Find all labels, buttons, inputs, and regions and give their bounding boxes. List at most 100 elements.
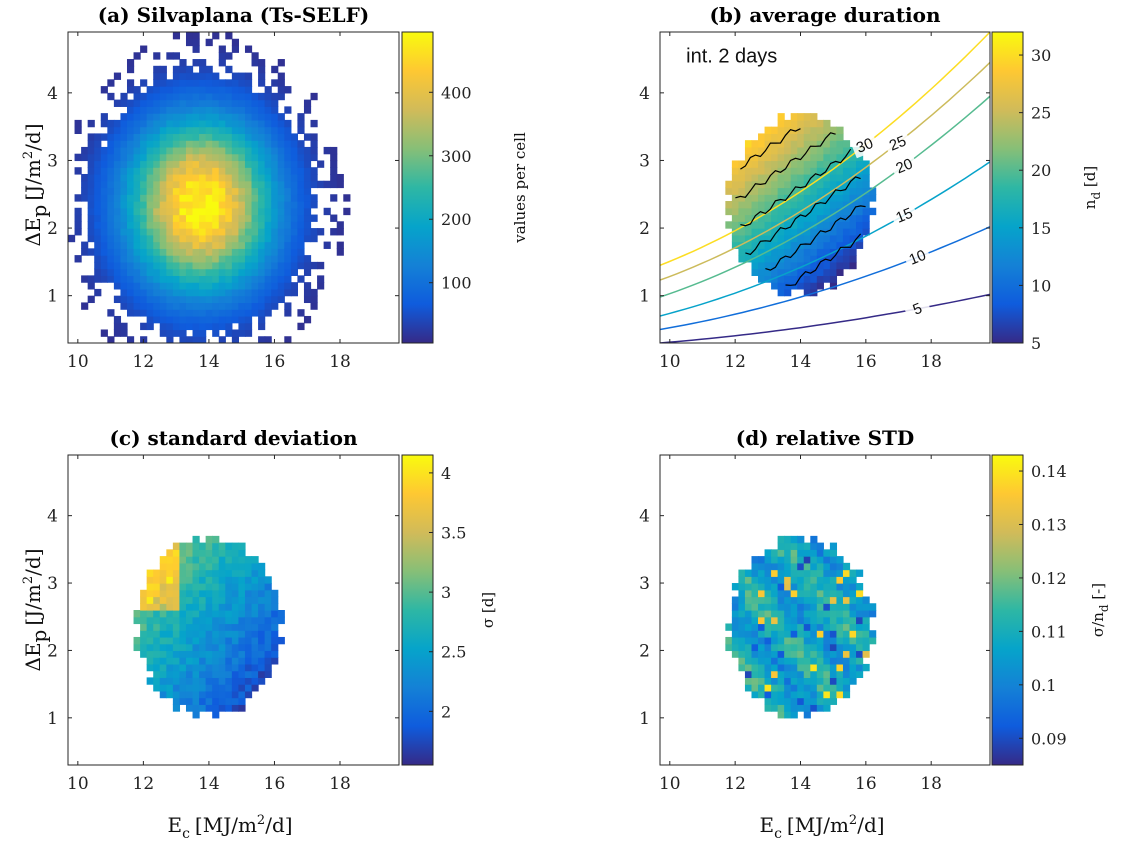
heatmap-cell xyxy=(764,140,772,148)
heatmap-cell xyxy=(231,610,240,618)
heatmap-cell xyxy=(258,194,266,202)
heatmap-cell xyxy=(777,146,785,155)
heatmap-cell xyxy=(133,636,141,645)
heatmap-cell xyxy=(751,630,759,638)
heatmap-cell xyxy=(199,282,207,290)
heatmap-cell xyxy=(192,92,200,101)
heatmap-cell xyxy=(810,670,818,678)
heatmap-cell xyxy=(179,234,187,243)
heatmap-cell xyxy=(810,268,818,276)
heatmap-cell xyxy=(146,282,154,290)
heatmap-cell xyxy=(199,288,207,297)
heatmap-cell xyxy=(258,201,266,209)
heatmap-cell xyxy=(810,167,818,175)
heatmap-cell xyxy=(842,690,851,699)
heatmap-cell xyxy=(231,261,240,270)
heatmap-cell xyxy=(244,86,253,94)
heatmap-cell xyxy=(205,153,213,162)
heatmap-cell xyxy=(777,187,785,195)
heatmap-cell xyxy=(166,288,174,297)
heatmap-cell xyxy=(790,562,798,571)
heatmap-cell xyxy=(790,140,798,148)
heatmap-cell xyxy=(179,153,187,162)
heatmap-cell xyxy=(192,704,200,712)
heatmap-cell xyxy=(764,146,772,155)
heatmap-cell xyxy=(153,241,161,249)
xtick-label: 14 xyxy=(790,774,812,794)
heatmap-cell xyxy=(836,623,844,631)
heatmap-cell xyxy=(133,221,141,229)
heatmap-cell xyxy=(856,596,864,604)
heatmap-cell xyxy=(172,684,181,692)
heatmap-cell xyxy=(140,282,148,290)
heatmap-cell xyxy=(271,643,279,652)
heatmap-cell xyxy=(784,603,792,611)
heatmap-cell xyxy=(166,261,174,270)
heatmap-cell xyxy=(731,241,740,249)
heatmap-cell xyxy=(810,704,818,712)
heatmap-cell xyxy=(277,295,285,304)
heatmap-cell xyxy=(725,623,733,631)
heatmap-cell xyxy=(251,643,259,652)
heatmap-cell xyxy=(146,113,154,121)
heatmap-cell xyxy=(146,309,154,317)
heatmap-cell xyxy=(192,302,200,310)
heatmap-cell xyxy=(192,32,200,40)
heatmap-cell xyxy=(264,268,272,276)
heatmap-cell xyxy=(153,113,161,121)
heatmap-cell xyxy=(87,153,95,162)
heatmap-cell xyxy=(264,282,272,290)
heatmap-cell xyxy=(225,576,233,584)
heatmap-cell xyxy=(159,92,167,101)
svg-text:σ [d]: σ [d] xyxy=(479,592,497,628)
heatmap-cell xyxy=(225,228,233,236)
heatmap-cell xyxy=(172,268,181,276)
xtick-label: 14 xyxy=(198,774,220,794)
heatmap-cell xyxy=(771,146,779,155)
heatmap-cell xyxy=(113,268,122,276)
heatmap-cell xyxy=(816,556,824,564)
heatmap-cell xyxy=(238,282,246,290)
heatmap-cell xyxy=(166,255,174,263)
heatmap-cell xyxy=(166,690,174,699)
inner-contour xyxy=(745,176,861,256)
heatmap-cell xyxy=(744,255,753,263)
heatmap-cell xyxy=(803,616,811,625)
heatmap-cell xyxy=(179,302,187,310)
heatmap-cell xyxy=(172,146,181,155)
heatmap-cell xyxy=(849,670,857,678)
heatmap-cell xyxy=(159,616,167,625)
heatmap-cell xyxy=(225,583,233,591)
heatmap-cell xyxy=(264,228,272,236)
heatmap-cell xyxy=(303,255,312,263)
heatmap-cell xyxy=(87,146,95,155)
heatmap-cell xyxy=(100,173,108,182)
heatmap-cell xyxy=(172,72,181,80)
heatmap-cell xyxy=(113,167,122,175)
heatmap-cell xyxy=(146,315,154,324)
heatmap-cell xyxy=(100,153,108,162)
heatmap-cell xyxy=(146,275,154,283)
heatmap-cell xyxy=(238,610,246,618)
heatmap-cell xyxy=(264,173,272,182)
heatmap-cell xyxy=(731,180,740,189)
heatmap-cell xyxy=(146,288,154,297)
heatmap-cell xyxy=(179,86,187,94)
heatmap-cell xyxy=(94,228,102,236)
heatmap-cell xyxy=(218,583,226,591)
heatmap-cell xyxy=(172,86,181,94)
heatmap-cell xyxy=(199,336,207,343)
heatmap-cell xyxy=(290,234,298,243)
heatmap-cell xyxy=(133,92,141,101)
heatmap-cell xyxy=(284,153,292,162)
heatmap-cell xyxy=(140,288,148,297)
heatmap-cell xyxy=(113,295,122,304)
heatmap-cell xyxy=(159,268,167,276)
heatmap-cell xyxy=(829,630,838,638)
heatmap-cell xyxy=(790,670,798,678)
heatmap-cell xyxy=(179,106,187,114)
heatmap-cell xyxy=(764,583,772,591)
heatmap-cell xyxy=(244,45,253,53)
heatmap-cell xyxy=(823,167,831,175)
heatmap-cell xyxy=(94,241,102,249)
